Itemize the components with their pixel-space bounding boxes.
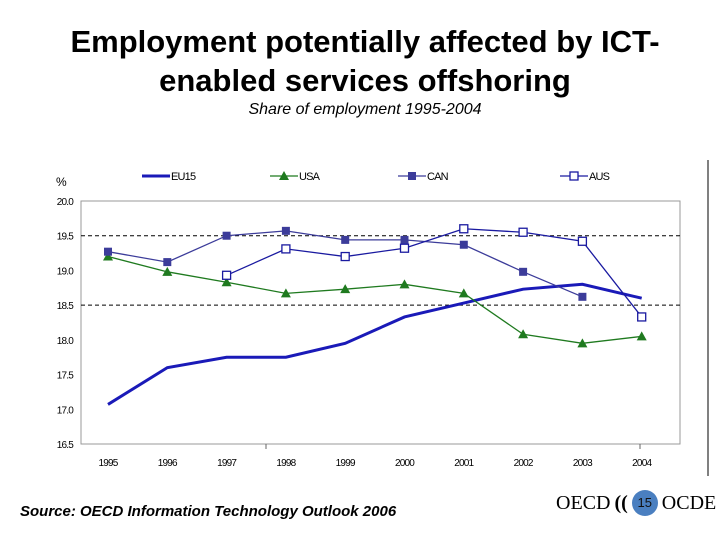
chart-title: Employment potentially affected by ICT-e… (0, 22, 720, 100)
data-point-usa (340, 284, 351, 294)
title-line-2: enabled services offshoring (159, 63, 571, 98)
legend-marker-aus (569, 171, 579, 181)
x-tick-label: 2002 (514, 458, 534, 469)
x-tick-label: 1996 (158, 458, 178, 469)
data-point-can (341, 235, 350, 244)
data-point-can (400, 235, 409, 244)
data-point-can (163, 258, 172, 267)
legend-marker-can (408, 172, 416, 180)
legend-label-can: CAN (427, 171, 449, 183)
y-tick-label: 17.0 (57, 405, 75, 416)
x-tick-label: 1995 (98, 458, 118, 469)
data-point-aus (637, 312, 647, 322)
x-tick-label: 1999 (336, 458, 356, 469)
logo-oecd: OECD (556, 491, 611, 514)
legend-label-aus: AUS (589, 171, 610, 183)
data-point-can (459, 240, 468, 249)
x-tick-label: 2000 (395, 458, 415, 469)
data-point-can (281, 226, 290, 235)
data-point-usa (577, 338, 588, 348)
y-tick-label: 20.0 (57, 197, 75, 208)
chart-subtitle: Share of employment 1995-2004 (248, 101, 482, 118)
data-point-can (222, 231, 231, 240)
legend-marker-usa (279, 171, 289, 180)
x-tick-label: 2001 (454, 458, 474, 469)
data-point-can (578, 292, 587, 301)
source-note: Source: OECD Information Technology Outl… (20, 503, 397, 520)
data-point-aus (281, 244, 291, 254)
x-tick-label: 1998 (276, 458, 296, 469)
legend-label-eu15: EU15 (171, 171, 196, 183)
oecd-logo: OECD((15 OCDE (556, 490, 716, 516)
logo-ocde: OCDE (661, 491, 717, 514)
data-point-usa (103, 251, 113, 261)
data-point-usa (221, 277, 232, 287)
data-point-aus (518, 227, 528, 237)
y-tick-label: 16.5 (57, 440, 75, 451)
x-tick-label: 2003 (573, 458, 593, 469)
series-line-eu15 (107, 282, 643, 406)
data-point-usa (518, 329, 529, 339)
y-axis-label: % (56, 175, 67, 189)
title-line-1: Employment potentially affected by ICT- (70, 24, 660, 59)
page-number: 15 (631, 490, 658, 516)
data-point-can (104, 247, 112, 256)
data-point-aus (399, 243, 410, 253)
y-tick-label: 19.5 (57, 232, 75, 243)
y-tick-label: 19.0 (57, 266, 75, 277)
data-point-aus (221, 270, 232, 280)
y-tick-label: 17.5 (57, 371, 75, 382)
data-point-usa (458, 288, 469, 298)
y-tick-label: 18.5 (57, 301, 75, 312)
data-point-usa (636, 331, 647, 341)
data-point-can (519, 267, 528, 276)
data-point-usa (162, 266, 173, 276)
series-line-aus (226, 228, 643, 318)
y-tick-label: 18.0 (57, 336, 75, 347)
data-point-aus (459, 224, 469, 234)
x-tick-label: 1997 (217, 458, 237, 469)
x-tick-label: 2004 (632, 458, 652, 469)
data-point-usa (280, 288, 291, 298)
legend-label-usa: USA (299, 171, 321, 183)
plot-area (80, 200, 681, 445)
logo-mark-icon: (( (614, 491, 628, 514)
data-point-aus (577, 236, 588, 246)
series-line-usa (107, 255, 642, 344)
data-point-aus (340, 251, 350, 262)
data-point-usa (399, 279, 410, 289)
